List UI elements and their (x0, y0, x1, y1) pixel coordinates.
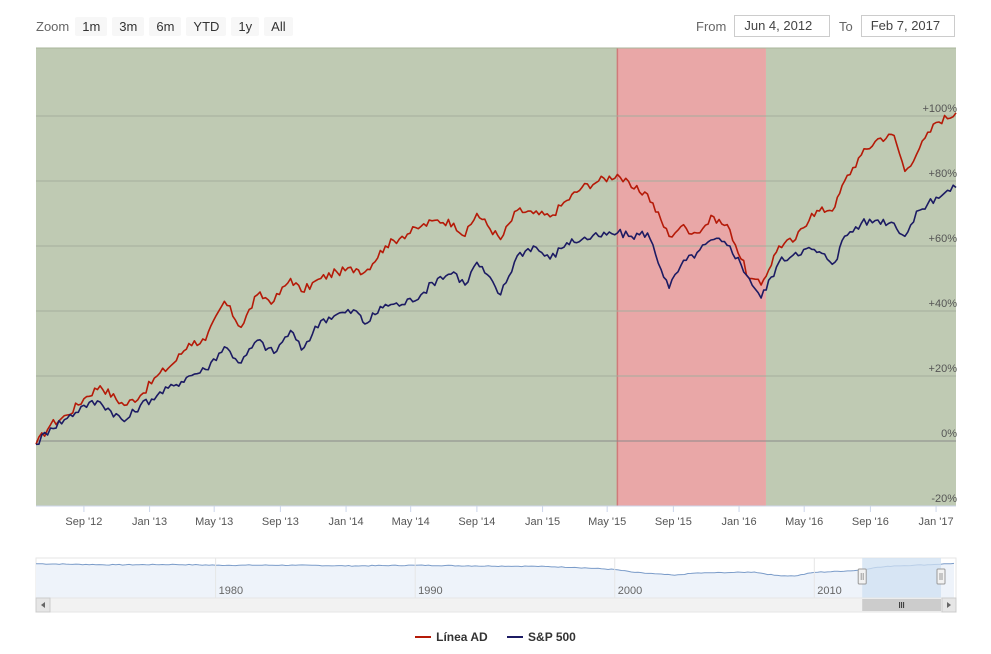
x-tick-label: May '13 (195, 516, 233, 528)
x-tick-label: Sep '15 (655, 516, 692, 528)
x-tick-label: May '16 (785, 516, 823, 528)
y-axis-labels: +100% +80% +60% +40% +20% 0% -20% (922, 103, 957, 505)
navigator-tick-label: 2000 (618, 585, 642, 597)
y-tick-label: +80% (929, 168, 958, 180)
x-tick-label: May '15 (588, 516, 626, 528)
y-tick-label: 0% (941, 428, 957, 440)
x-tick-label: Sep '12 (65, 516, 102, 528)
from-date-input[interactable]: Jun 4, 2012 (734, 15, 831, 37)
x-tick-label: Jan '15 (525, 516, 560, 528)
plot-bands (36, 47, 956, 506)
navigator-tick-label: 2010 (817, 585, 841, 597)
from-range: From Jun 4, 2012 (696, 15, 831, 37)
navigator-handle-right[interactable] (936, 568, 946, 585)
from-label: From (696, 18, 727, 34)
zoom-ytd-button[interactable]: YTD (186, 16, 227, 36)
legend-item-ad-line[interactable]: Línea AD (415, 630, 488, 644)
navigator-area (36, 563, 954, 598)
navigator-line (36, 562, 955, 577)
series-lines (35, 112, 957, 446)
legend-item-sp500[interactable]: S&P 500 (507, 630, 576, 644)
navigator-handle-left[interactable] (857, 568, 867, 585)
legend-swatch-ad-line (415, 636, 432, 638)
scrollbar-track[interactable] (35, 597, 957, 613)
navigator[interactable]: 1980 1990 2000 2010 (35, 557, 957, 613)
zoom-bar: Zoom 1m 3m 6m YTD 1y All (36, 14, 298, 38)
plot-band-red (617, 48, 766, 506)
y-tick-label: +60% (929, 233, 958, 245)
y-tick-label: +20% (929, 363, 958, 375)
navigator-tick-label: 1980 (219, 585, 243, 597)
legend: Línea AD S&P 500 (0, 627, 991, 644)
x-tick-label: Jan '16 (721, 516, 756, 528)
zoom-1m-button[interactable]: 1m (75, 16, 108, 36)
to-range: To Feb 7, 2017 (839, 15, 955, 37)
to-label: To (839, 18, 853, 34)
legend-label-sp500: S&P 500 (528, 630, 576, 644)
x-tick-label: Jan '13 (132, 516, 167, 528)
legend-label-ad-line: Línea AD (436, 630, 488, 644)
plot-band-green (765, 48, 956, 506)
x-axis: Sep '12 Jan '13 May '13 Sep '13 Jan '14 May '… (36, 505, 956, 528)
zoom-6m-button[interactable]: 6m (149, 16, 182, 36)
navigator-tick-label: 1990 (418, 585, 442, 597)
y-tick-label: +40% (929, 298, 958, 310)
series-line-ad (35, 112, 957, 445)
x-tick-label: Sep '14 (458, 516, 495, 528)
x-tick-label: May '14 (392, 516, 430, 528)
zoom-1y-button[interactable]: 1y (231, 16, 260, 36)
y-tick-label: +100% (922, 103, 957, 115)
y-tick-label: -20% (931, 493, 957, 505)
legend-swatch-sp500 (507, 636, 524, 638)
to-date-input[interactable]: Feb 7, 2017 (860, 15, 955, 37)
x-tick-label: Sep '13 (262, 516, 299, 528)
zoom-label: Zoom (36, 18, 70, 34)
navigator-window[interactable] (862, 558, 941, 598)
arrow-right-icon (947, 602, 951, 608)
x-tick-label: Jan '14 (329, 516, 364, 528)
x-tick-label: Sep '16 (852, 516, 889, 528)
series-line-sp500 (35, 184, 957, 446)
x-tick-label: Jan '17 (919, 516, 954, 528)
zoom-3m-button[interactable]: 3m (112, 16, 145, 36)
arrow-left-icon (41, 602, 45, 608)
zoom-all-button[interactable]: All (264, 16, 293, 36)
